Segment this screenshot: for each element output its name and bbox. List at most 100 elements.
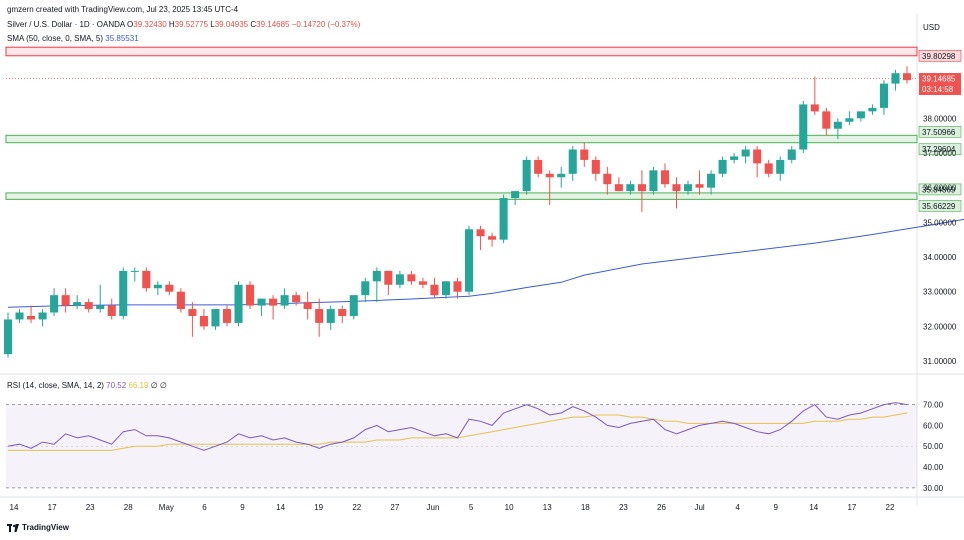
- candle: [165, 281, 174, 296]
- candle-body: [626, 184, 635, 192]
- candle-body: [614, 184, 623, 192]
- candle-body: [130, 270, 139, 272]
- candle: [672, 177, 681, 209]
- candle: [96, 284, 105, 313]
- candle: [73, 295, 82, 310]
- time-tick-label: 6: [202, 503, 207, 512]
- candle: [776, 156, 785, 181]
- candle: [845, 111, 854, 126]
- price-tick-label: 38.00000: [923, 114, 957, 123]
- candle-body: [764, 163, 773, 174]
- candle: [660, 163, 669, 188]
- candle-body: [119, 270, 128, 316]
- candle-body: [211, 309, 220, 327]
- ohlc-low-label: L: [210, 20, 215, 29]
- support-zone-lower: [5, 192, 918, 200]
- candle-body: [534, 159, 543, 174]
- candle: [499, 194, 508, 244]
- time-tick-label: 28: [124, 503, 133, 512]
- candle: [718, 156, 727, 178]
- candle: [476, 225, 485, 251]
- tradingview-brand: TradingView: [7, 523, 69, 532]
- candle-body: [338, 309, 347, 316]
- tradingview-logo-icon: [7, 523, 19, 532]
- candle: [257, 298, 266, 316]
- rsi-tick-label: 30.00: [923, 484, 944, 493]
- ohlc-high-value: 39.52775: [174, 20, 209, 29]
- candle: [441, 281, 451, 299]
- candle: [879, 80, 888, 115]
- candle: [84, 298, 93, 313]
- candle: [199, 309, 208, 330]
- candle: [741, 146, 750, 164]
- candle-body: [315, 309, 324, 323]
- price-axis-label: 35.66229: [918, 200, 962, 212]
- candle-body: [38, 312, 47, 320]
- candle-body: [522, 159, 531, 192]
- candle: [407, 270, 416, 285]
- candle: [361, 277, 370, 303]
- candle-body: [891, 73, 900, 84]
- candle-body: [591, 159, 600, 174]
- candle-body: [199, 315, 208, 327]
- candle-body: [303, 302, 312, 310]
- candle: [649, 166, 658, 195]
- candle-body: [672, 184, 681, 192]
- candle: [372, 267, 381, 303]
- candle-body: [868, 107, 877, 112]
- candle-body: [153, 284, 162, 289]
- candle: [246, 281, 255, 310]
- rsi-legend-value: 70.52: [106, 381, 127, 390]
- candle: [707, 170, 716, 195]
- candle-body: [879, 83, 888, 108]
- candle: [511, 191, 520, 205]
- candle: [349, 295, 358, 320]
- ohlc-legend: Silver / U.S. Dollar · 1D · OANDA O39.32…: [7, 20, 360, 29]
- time-tick-label: 9: [240, 503, 245, 512]
- price-axis-label: 35.84869: [918, 183, 962, 196]
- time-tick-label: 19: [314, 503, 323, 512]
- candle: [856, 111, 865, 122]
- time-tick-label: 10: [505, 503, 514, 512]
- ohlc-open-value: 39.32430: [133, 20, 167, 29]
- candle: [753, 146, 762, 178]
- candle-body: [372, 270, 381, 282]
- candle: [395, 270, 404, 289]
- candle-body: [637, 184, 646, 192]
- sma-legend: SMA (50, close, 0, SMA, 5) 35.85531: [7, 34, 139, 43]
- candle: [338, 305, 347, 323]
- candle: [637, 170, 646, 212]
- candle: [534, 156, 543, 178]
- candle: [545, 170, 554, 205]
- candle: [464, 225, 474, 296]
- candle-body: [856, 111, 865, 119]
- price-axis-label: 39.80298: [918, 49, 962, 62]
- price-label-text: 35.84869: [922, 185, 956, 194]
- time-tick-label: 14: [10, 503, 19, 512]
- resistance-zone: [5, 46, 918, 57]
- candle-body: [799, 104, 808, 150]
- candle-body: [27, 315, 36, 320]
- price-axis-label: 37.50966: [918, 126, 962, 138]
- candle-body: [741, 149, 750, 157]
- candle-body: [660, 170, 669, 185]
- candle-body: [407, 274, 416, 282]
- candle-body: [188, 309, 197, 316]
- candle: [868, 104, 877, 115]
- price-axis-label: 37.29604: [918, 143, 962, 156]
- candle-body: [349, 295, 358, 316]
- candle: [107, 298, 116, 320]
- time-tick-label: 17: [847, 503, 856, 512]
- ohlc-close-value: 39.14685: [256, 20, 290, 29]
- time-tick-label: 14: [276, 503, 285, 512]
- sma-line: [7, 218, 964, 308]
- candle: [176, 288, 185, 313]
- price-label-bg: [918, 143, 962, 156]
- candle: [234, 281, 243, 327]
- candle: [787, 146, 796, 164]
- price-label-bg: [918, 126, 962, 138]
- candle: [580, 142, 589, 167]
- candle: [683, 180, 693, 195]
